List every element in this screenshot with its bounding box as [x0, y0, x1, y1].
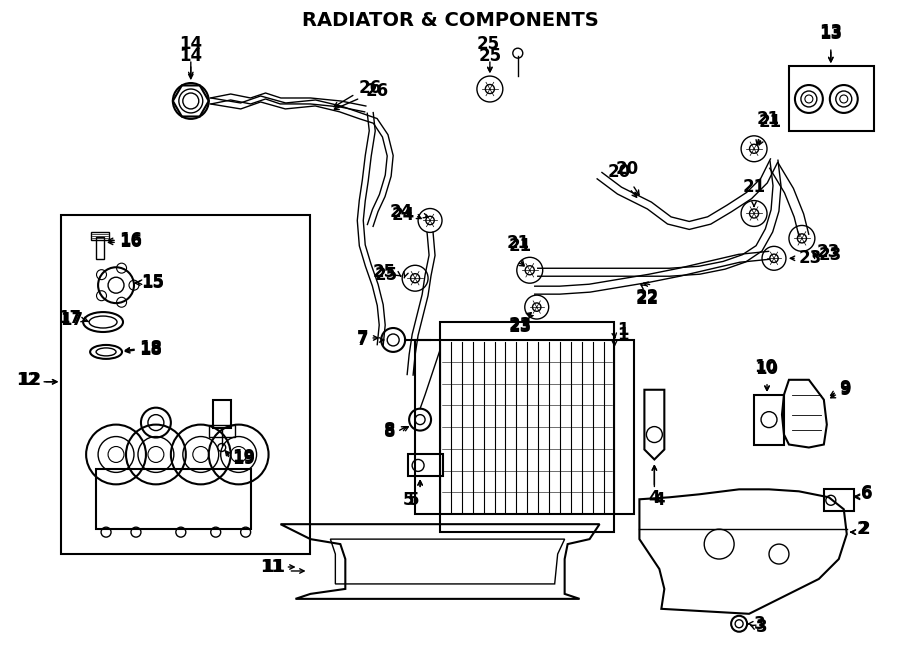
Text: 25: 25 — [373, 263, 396, 281]
Text: 21: 21 — [759, 113, 782, 131]
Text: 16: 16 — [119, 233, 142, 251]
Bar — [212, 400, 230, 428]
Bar — [824, 489, 854, 511]
Text: 23: 23 — [508, 316, 531, 334]
Text: 4: 4 — [649, 489, 661, 508]
Bar — [91, 233, 109, 241]
Text: 21: 21 — [506, 235, 529, 253]
Text: 2: 2 — [857, 520, 868, 538]
Text: 7: 7 — [356, 329, 368, 347]
Text: 1: 1 — [617, 326, 629, 344]
Text: 15: 15 — [141, 273, 164, 292]
Text: 5: 5 — [408, 491, 418, 510]
Text: 14: 14 — [179, 35, 203, 53]
Text: 10: 10 — [755, 360, 778, 378]
Text: 12: 12 — [18, 371, 41, 389]
Text: 26: 26 — [365, 82, 389, 100]
Text: 8: 8 — [383, 420, 395, 439]
Bar — [789, 66, 874, 131]
Text: 15: 15 — [141, 274, 164, 292]
Bar — [615, 340, 634, 514]
Text: 26: 26 — [358, 79, 382, 97]
Text: 6: 6 — [860, 485, 872, 502]
Text: 9: 9 — [839, 379, 850, 397]
Text: 3: 3 — [754, 615, 766, 633]
Text: 16: 16 — [119, 231, 142, 249]
Text: 23: 23 — [817, 243, 840, 261]
Text: 20: 20 — [616, 160, 639, 178]
Text: 8: 8 — [383, 422, 395, 441]
Text: 21: 21 — [757, 110, 780, 128]
Text: 11: 11 — [263, 558, 285, 576]
Text: 6: 6 — [860, 485, 872, 503]
Text: 22: 22 — [635, 288, 659, 306]
Text: 21: 21 — [508, 237, 531, 255]
Text: 10: 10 — [754, 358, 778, 376]
Text: 25: 25 — [476, 35, 500, 53]
Text: 9: 9 — [839, 381, 850, 399]
Text: 14: 14 — [179, 47, 203, 65]
Text: 3: 3 — [756, 618, 768, 636]
Text: 5: 5 — [402, 491, 414, 510]
Text: 13: 13 — [819, 25, 842, 43]
Bar — [415, 340, 440, 514]
Text: 18: 18 — [139, 339, 162, 357]
Text: 17: 17 — [58, 309, 81, 327]
Text: 24: 24 — [392, 206, 415, 225]
Text: RADIATOR & COMPONENTS: RADIATOR & COMPONENTS — [302, 11, 598, 30]
Text: 23: 23 — [819, 247, 842, 264]
Text: 13: 13 — [819, 23, 842, 41]
Text: 2: 2 — [859, 520, 870, 538]
Text: 24: 24 — [390, 204, 413, 221]
Text: 12: 12 — [16, 371, 40, 389]
Text: 19: 19 — [233, 450, 256, 469]
Text: 23: 23 — [508, 318, 531, 336]
Text: 1: 1 — [617, 321, 629, 339]
Text: 25: 25 — [478, 47, 501, 65]
Bar — [440, 514, 615, 532]
Text: 17: 17 — [60, 311, 83, 329]
Text: 19: 19 — [233, 448, 256, 467]
Bar — [209, 424, 235, 436]
Text: 11: 11 — [260, 558, 284, 576]
Bar — [96, 469, 250, 529]
Text: 22: 22 — [635, 290, 659, 308]
Text: 23: 23 — [799, 249, 823, 267]
Bar — [96, 237, 104, 259]
Text: 7: 7 — [356, 331, 368, 349]
Text: 18: 18 — [139, 341, 162, 359]
Bar — [408, 455, 443, 477]
Text: 4: 4 — [653, 491, 665, 510]
Bar — [440, 322, 615, 340]
Text: 21: 21 — [742, 178, 766, 196]
Text: 20: 20 — [608, 163, 631, 180]
Text: 25: 25 — [375, 266, 398, 284]
Bar — [61, 215, 310, 554]
